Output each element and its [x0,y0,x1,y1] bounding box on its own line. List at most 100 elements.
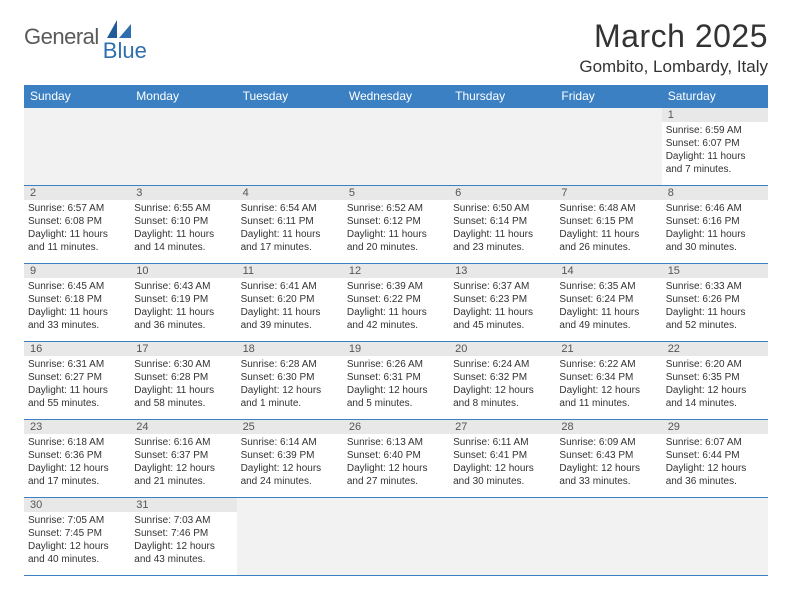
sunset-line: Sunset: 6:23 PM [453,293,551,306]
calendar-cell: 23Sunrise: 6:18 AMSunset: 6:36 PMDayligh… [24,420,130,498]
sunrise-line: Sunrise: 6:33 AM [666,280,764,293]
day-content: Sunrise: 7:05 AMSunset: 7:45 PMDaylight:… [24,512,130,568]
day-content: Sunrise: 6:11 AMSunset: 6:41 PMDaylight:… [449,434,555,490]
daylight-line: Daylight: 11 hours and 7 minutes. [666,150,764,176]
day-number: 13 [449,264,555,278]
sunset-line: Sunset: 6:19 PM [134,293,232,306]
sunset-line: Sunset: 6:43 PM [559,449,657,462]
day-number: 26 [343,420,449,434]
day-number: 25 [237,420,343,434]
day-number: 28 [555,420,661,434]
day-content: Sunrise: 6:07 AMSunset: 6:44 PMDaylight:… [662,434,768,490]
calendar-cell [237,108,343,186]
calendar-week-row: 1Sunrise: 6:59 AMSunset: 6:07 PMDaylight… [24,108,768,186]
calendar-cell: 26Sunrise: 6:13 AMSunset: 6:40 PMDayligh… [343,420,449,498]
sunset-line: Sunset: 6:27 PM [28,371,126,384]
day-number: 31 [130,498,236,512]
day-content: Sunrise: 6:59 AMSunset: 6:07 PMDaylight:… [662,122,768,178]
sunset-line: Sunset: 6:28 PM [134,371,232,384]
sunset-line: Sunset: 6:34 PM [559,371,657,384]
sunset-line: Sunset: 6:37 PM [134,449,232,462]
calendar-cell: 10Sunrise: 6:43 AMSunset: 6:19 PMDayligh… [130,264,236,342]
calendar-cell: 11Sunrise: 6:41 AMSunset: 6:20 PMDayligh… [237,264,343,342]
sunrise-line: Sunrise: 6:43 AM [134,280,232,293]
day-number: 4 [237,186,343,200]
day-number: 12 [343,264,449,278]
day-content: Sunrise: 6:57 AMSunset: 6:08 PMDaylight:… [24,200,130,256]
sunrise-line: Sunrise: 6:48 AM [559,202,657,215]
sunset-line: Sunset: 6:32 PM [453,371,551,384]
sunset-line: Sunset: 6:14 PM [453,215,551,228]
sunset-line: Sunset: 6:08 PM [28,215,126,228]
sunrise-line: Sunrise: 6:50 AM [453,202,551,215]
calendar-cell [449,498,555,576]
sunset-line: Sunset: 6:20 PM [241,293,339,306]
calendar-cell: 13Sunrise: 6:37 AMSunset: 6:23 PMDayligh… [449,264,555,342]
calendar-week-row: 9Sunrise: 6:45 AMSunset: 6:18 PMDaylight… [24,264,768,342]
weekday-header: Monday [130,85,236,108]
day-number: 8 [662,186,768,200]
day-content: Sunrise: 6:43 AMSunset: 6:19 PMDaylight:… [130,278,236,334]
daylight-line: Daylight: 12 hours and 36 minutes. [666,462,764,488]
sunrise-line: Sunrise: 6:18 AM [28,436,126,449]
sunrise-line: Sunrise: 6:37 AM [453,280,551,293]
calendar-cell: 21Sunrise: 6:22 AMSunset: 6:34 PMDayligh… [555,342,661,420]
day-number: 17 [130,342,236,356]
calendar-cell [130,108,236,186]
day-number: 9 [24,264,130,278]
sunrise-line: Sunrise: 6:13 AM [347,436,445,449]
calendar-cell: 14Sunrise: 6:35 AMSunset: 6:24 PMDayligh… [555,264,661,342]
day-content: Sunrise: 6:39 AMSunset: 6:22 PMDaylight:… [343,278,449,334]
location: Gombito, Lombardy, Italy [579,57,768,77]
calendar-body: 1Sunrise: 6:59 AMSunset: 6:07 PMDaylight… [24,108,768,576]
calendar-cell: 9Sunrise: 6:45 AMSunset: 6:18 PMDaylight… [24,264,130,342]
daylight-line: Daylight: 11 hours and 26 minutes. [559,228,657,254]
day-number: 20 [449,342,555,356]
day-content: Sunrise: 6:48 AMSunset: 6:15 PMDaylight:… [555,200,661,256]
daylight-line: Daylight: 12 hours and 40 minutes. [28,540,126,566]
sunset-line: Sunset: 7:45 PM [28,527,126,540]
sunset-line: Sunset: 6:18 PM [28,293,126,306]
calendar-cell: 20Sunrise: 6:24 AMSunset: 6:32 PMDayligh… [449,342,555,420]
weekday-header: Thursday [449,85,555,108]
day-content: Sunrise: 6:55 AMSunset: 6:10 PMDaylight:… [130,200,236,256]
header: General Blue March 2025 Gombito, Lombard… [24,18,768,77]
day-number: 23 [24,420,130,434]
calendar-cell: 6Sunrise: 6:50 AMSunset: 6:14 PMDaylight… [449,186,555,264]
daylight-line: Daylight: 11 hours and 11 minutes. [28,228,126,254]
day-content: Sunrise: 6:24 AMSunset: 6:32 PMDaylight:… [449,356,555,412]
sunrise-line: Sunrise: 6:55 AM [134,202,232,215]
day-number: 30 [24,498,130,512]
day-number: 2 [24,186,130,200]
calendar-cell: 31Sunrise: 7:03 AMSunset: 7:46 PMDayligh… [130,498,236,576]
calendar-cell: 18Sunrise: 6:28 AMSunset: 6:30 PMDayligh… [237,342,343,420]
sunrise-line: Sunrise: 6:22 AM [559,358,657,371]
daylight-line: Daylight: 12 hours and 30 minutes. [453,462,551,488]
calendar-cell: 25Sunrise: 6:14 AMSunset: 6:39 PMDayligh… [237,420,343,498]
day-number: 29 [662,420,768,434]
day-number: 7 [555,186,661,200]
calendar-cell: 29Sunrise: 6:07 AMSunset: 6:44 PMDayligh… [662,420,768,498]
weekday-header: Sunday [24,85,130,108]
day-number: 6 [449,186,555,200]
calendar-cell [24,108,130,186]
day-content: Sunrise: 7:03 AMSunset: 7:46 PMDaylight:… [130,512,236,568]
sunrise-line: Sunrise: 6:35 AM [559,280,657,293]
day-number: 11 [237,264,343,278]
day-content: Sunrise: 6:50 AMSunset: 6:14 PMDaylight:… [449,200,555,256]
sunset-line: Sunset: 6:22 PM [347,293,445,306]
sunset-line: Sunset: 6:36 PM [28,449,126,462]
sunset-line: Sunset: 6:30 PM [241,371,339,384]
sunrise-line: Sunrise: 6:28 AM [241,358,339,371]
day-content: Sunrise: 6:52 AMSunset: 6:12 PMDaylight:… [343,200,449,256]
calendar-cell: 22Sunrise: 6:20 AMSunset: 6:35 PMDayligh… [662,342,768,420]
sunrise-line: Sunrise: 6:52 AM [347,202,445,215]
sunset-line: Sunset: 6:31 PM [347,371,445,384]
sunset-line: Sunset: 6:15 PM [559,215,657,228]
sunrise-line: Sunrise: 6:24 AM [453,358,551,371]
calendar-cell: 12Sunrise: 6:39 AMSunset: 6:22 PMDayligh… [343,264,449,342]
sunrise-line: Sunrise: 6:09 AM [559,436,657,449]
weekday-header-row: SundayMondayTuesdayWednesdayThursdayFrid… [24,85,768,108]
daylight-line: Daylight: 11 hours and 14 minutes. [134,228,232,254]
calendar-cell: 17Sunrise: 6:30 AMSunset: 6:28 PMDayligh… [130,342,236,420]
